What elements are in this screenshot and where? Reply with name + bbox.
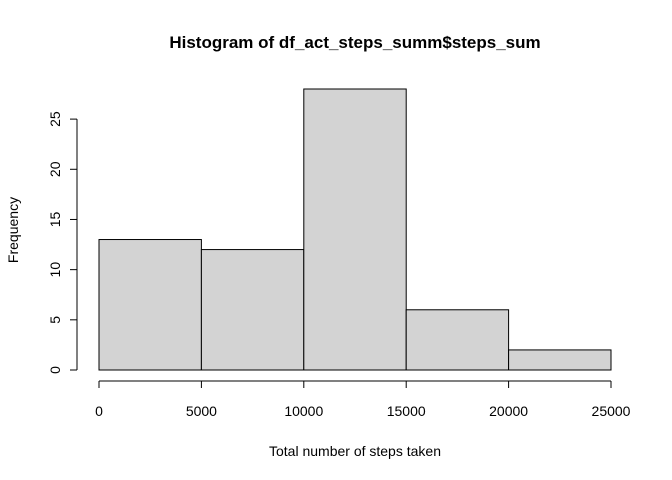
bars-group [98, 88, 612, 371]
x-tick-label: 5000 [186, 403, 217, 419]
histogram-bar-3 [303, 88, 407, 371]
x-tick-label: 20000 [489, 403, 528, 419]
y-tick-label: 25 [47, 111, 63, 127]
x-tick-label: 15000 [387, 403, 426, 419]
y-tick-label: 20 [47, 161, 63, 177]
x-tick-label: 0 [95, 403, 103, 419]
y-tick-label: 5 [47, 316, 63, 324]
y-tick-label: 15 [47, 211, 63, 227]
histogram-bar-4 [405, 309, 510, 371]
histogram-bar-5 [508, 349, 612, 371]
x-tick-label: 25000 [592, 403, 631, 419]
y-tick-label: 10 [47, 262, 63, 278]
x-axis-label: Total number of steps taken [269, 443, 441, 459]
x-tick-label: 10000 [284, 403, 323, 419]
x-axis: 0 5000 10000 15000 20000 25000 [95, 380, 631, 419]
y-axis-label: Frequency [5, 197, 21, 263]
y-axis: 0 5 10 15 20 25 [47, 111, 78, 374]
chart-title: Histogram of df_act_steps_summ$steps_sum [169, 33, 540, 52]
histogram-bar-2 [200, 249, 305, 371]
y-tick-label: 0 [47, 366, 63, 374]
histogram-bar-1 [98, 239, 202, 371]
